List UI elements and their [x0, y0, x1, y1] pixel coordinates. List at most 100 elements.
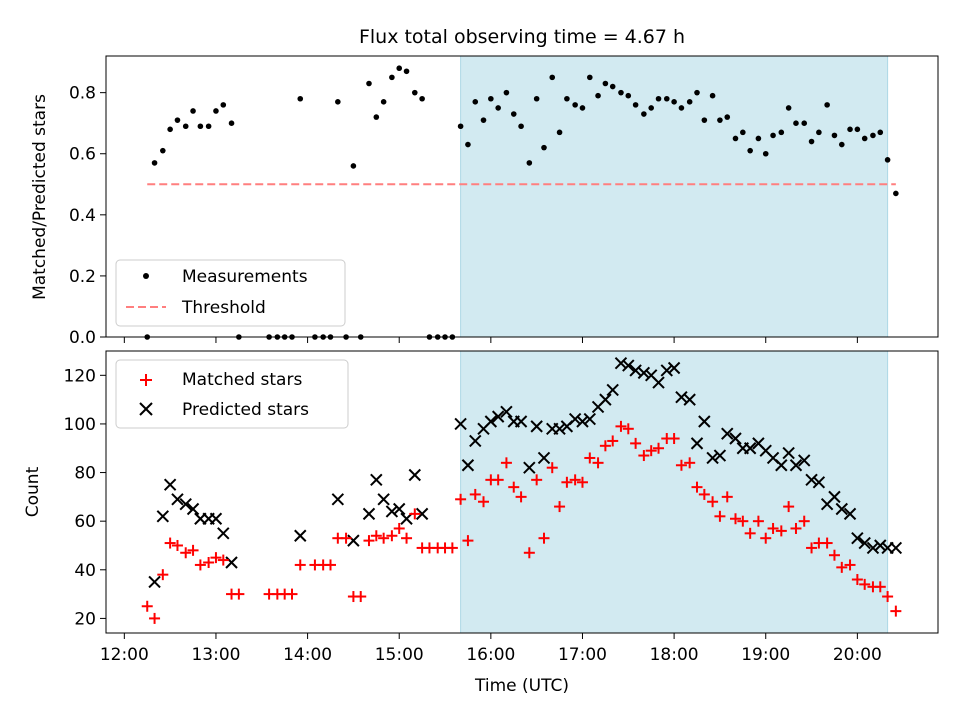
- predicted-star-stroke: [675, 390, 688, 404]
- predicted-star-point: [851, 531, 864, 545]
- predicted-star-stroke: [690, 437, 704, 450]
- measurement-point: [724, 114, 731, 120]
- measurement-point: [663, 95, 670, 102]
- measurement-point: [870, 132, 876, 139]
- matched-star-point: [592, 457, 604, 469]
- measurement-point: [732, 135, 739, 142]
- top-y-tick-label: 0.8: [69, 84, 96, 104]
- measurement-point: [297, 95, 304, 102]
- measurement-point: [190, 108, 196, 114]
- matched-star-point: [569, 474, 581, 486]
- matched-star-point: [340, 532, 352, 544]
- measurement-point: [167, 126, 173, 133]
- measurements-points: [144, 65, 899, 340]
- matched-star-point: [783, 501, 795, 513]
- bottom-x-tick-label: 12:00: [100, 645, 149, 665]
- predicted-star-point: [660, 364, 673, 377]
- predicted-star-stroke: [713, 449, 727, 462]
- matched-star-point: [508, 481, 520, 493]
- predicted-star-point: [385, 505, 399, 518]
- measurement-point: [686, 99, 693, 105]
- matched-star-point: [599, 440, 611, 452]
- matched-star-point: [455, 493, 467, 505]
- matched-star-point: [386, 530, 398, 542]
- matched-star-point: [294, 559, 306, 571]
- measurement-point: [778, 129, 785, 136]
- measurement-point: [625, 92, 632, 99]
- predicted-star-point: [362, 507, 376, 521]
- measurement-point: [366, 80, 372, 87]
- bottom-x-axis: 12:00 13:00 14:00 15:00 16:00 17:00 18:00 19:00…: [100, 633, 882, 665]
- predicted-star-point: [835, 502, 848, 516]
- matched-star-point: [752, 515, 764, 527]
- predicted-star-stroke: [759, 444, 772, 457]
- predicted-star-stroke: [789, 459, 803, 472]
- predicted-star-stroke: [782, 446, 795, 460]
- measurement-point: [740, 129, 746, 136]
- measurement-point: [648, 105, 654, 111]
- measurement-point: [747, 147, 753, 154]
- predicted-star-point: [225, 556, 238, 569]
- predicted-star-point: [629, 364, 642, 377]
- measurement-point: [694, 89, 700, 96]
- predicted-star-point: [408, 468, 422, 482]
- top-plot-frame: [105, 55, 939, 338]
- matched-star-point: [890, 605, 902, 617]
- top-y-tick-label: 0.2: [69, 267, 96, 287]
- matched-star-point: [203, 557, 215, 568]
- measurement-point: [609, 83, 616, 90]
- matched-star-point: [684, 457, 696, 469]
- matched-star-point: [607, 435, 619, 447]
- predicted-star-point: [331, 493, 345, 506]
- predicted-star-stroke: [851, 531, 864, 545]
- measurement-point: [480, 117, 487, 123]
- matched-star-point: [171, 539, 183, 551]
- measurement-point: [510, 111, 517, 117]
- bottom-legend-box: [115, 359, 349, 429]
- predicted-star-point: [500, 405, 513, 418]
- matched-star-point: [806, 542, 818, 554]
- predicted-star-stroke: [660, 364, 673, 377]
- matched-star-point: [790, 522, 802, 534]
- predicted-star-point: [576, 415, 589, 428]
- measurement-point: [808, 138, 815, 145]
- measurement-point: [854, 126, 861, 133]
- matched-star-point: [469, 488, 481, 500]
- predicted-star-point: [812, 476, 826, 489]
- measurement-point: [564, 95, 570, 102]
- predicted-star-stroke: [874, 539, 887, 552]
- predicted-star-point: [156, 510, 170, 523]
- matched-star-point: [554, 501, 566, 513]
- predicted-star-point: [179, 497, 192, 511]
- measurement-point: [472, 99, 479, 105]
- measurement-point: [495, 105, 501, 111]
- predicted-star-stroke: [179, 497, 192, 511]
- bottom-y-axis: 20 40 60 80 100 120: [64, 366, 106, 629]
- measurement-point: [160, 147, 166, 154]
- measurement-point: [755, 135, 762, 142]
- predicted-star-stroke: [629, 364, 642, 377]
- predicted-star-stroke: [217, 527, 230, 540]
- matched-star-point: [630, 437, 642, 449]
- matched-star-point: [210, 552, 222, 564]
- predicted-star-point: [370, 473, 383, 487]
- legend-matched-label: Matched stars: [182, 370, 302, 390]
- top-legend-box: [115, 259, 346, 327]
- measurement-point: [877, 129, 884, 136]
- matched-star-point: [409, 508, 421, 520]
- matched-star-point: [187, 544, 199, 556]
- bottom-shaded-region: [460, 350, 889, 634]
- matched-star-point: [149, 612, 161, 624]
- matched-star-point: [363, 535, 375, 547]
- measurement-point: [793, 120, 799, 126]
- measurement-point: [373, 114, 380, 120]
- predicted-star-point: [798, 454, 811, 467]
- predicted-star-point: [171, 493, 184, 506]
- bottom-x-tick-label: 20:00: [833, 645, 882, 665]
- top-legend: Measurements Threshold: [115, 259, 346, 327]
- predicted-star-stroke: [408, 468, 422, 482]
- matched-star-point: [707, 496, 719, 508]
- predicted-star-stroke: [156, 510, 170, 523]
- measurement-point: [205, 123, 212, 130]
- predicted-star-stroke: [652, 376, 665, 389]
